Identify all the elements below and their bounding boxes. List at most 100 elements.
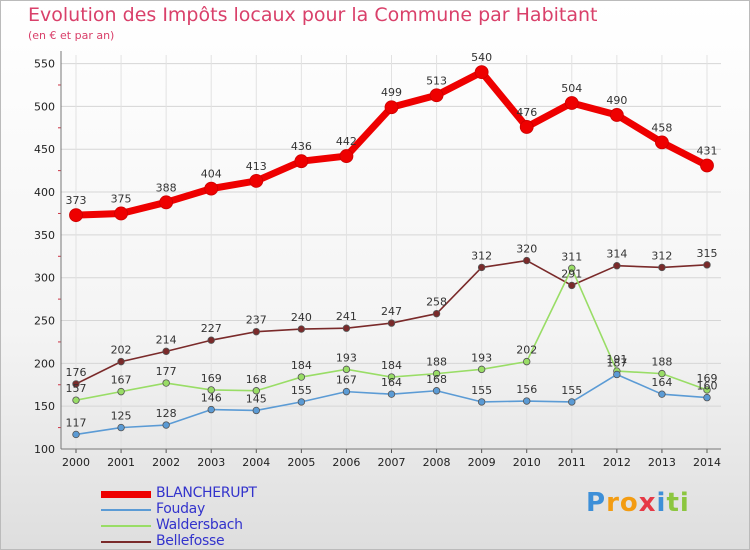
- point-bellefosse: [523, 256, 531, 265]
- data-label-fouday: 125: [111, 410, 132, 423]
- proxiti-logo: Proxiti: [586, 488, 690, 518]
- point-bellefosse: [432, 309, 441, 318]
- data-label-blancherupt: 436: [291, 140, 312, 153]
- logo-letter: i: [656, 488, 667, 518]
- point-fouday: [252, 406, 260, 415]
- data-label-waldersbach: 168: [246, 373, 267, 386]
- point-blancherupt: [339, 149, 354, 163]
- data-label-waldersbach: 167: [111, 374, 132, 387]
- data-label-waldersbach: 188: [651, 356, 672, 369]
- point-fouday: [432, 387, 441, 395]
- chart-title: Evolution des Impôts locaux pour la Comm…: [28, 4, 598, 26]
- x-tick-label: 2014: [693, 456, 721, 469]
- point-waldersbach: [703, 386, 711, 394]
- data-label-bellefosse: 320: [516, 243, 537, 256]
- x-tick-label: 2004: [242, 456, 270, 469]
- point-blancherupt: [474, 65, 489, 80]
- data-label-bellefosse: 214: [156, 333, 177, 346]
- point-bellefosse: [613, 262, 621, 270]
- legend-label: BLANCHERUPT: [156, 485, 257, 501]
- y-tick-label: 500: [34, 100, 55, 113]
- data-label-bellefosse: 202: [111, 344, 132, 357]
- data-label-waldersbach: 184: [381, 359, 402, 372]
- x-tick-label: 2011: [558, 456, 586, 469]
- data-label-blancherupt: 504: [561, 82, 582, 95]
- point-fouday: [117, 423, 125, 432]
- data-label-blancherupt: 373: [66, 194, 87, 207]
- point-fouday: [477, 398, 486, 406]
- y-tick-label: 400: [34, 186, 55, 199]
- point-blancherupt: [429, 88, 444, 103]
- logo-letter: r: [606, 488, 620, 518]
- y-tick-label: 350: [34, 229, 55, 242]
- point-fouday: [613, 370, 621, 379]
- legend-label: Fouday: [156, 501, 205, 517]
- y-tick-label: 300: [34, 272, 55, 285]
- data-labels: 176 202 214 227 237 240 241 247 258 312 320 291 314 3…: [66, 51, 718, 429]
- data-label-blancherupt: 404: [201, 168, 222, 181]
- x-tick-label: 2008: [423, 456, 451, 469]
- point-blancherupt: [519, 120, 534, 134]
- data-label-blancherupt: 513: [426, 74, 447, 87]
- data-label-fouday: 164: [651, 376, 672, 389]
- logo-letter: P: [586, 488, 607, 518]
- x-tick-label: 2000: [62, 456, 90, 469]
- data-label-fouday: 187: [606, 356, 627, 369]
- point-waldersbach: [162, 379, 170, 387]
- point-waldersbach: [207, 386, 215, 394]
- data-label-fouday: 128: [156, 407, 177, 420]
- point-fouday: [387, 390, 396, 398]
- point-fouday: [523, 397, 531, 405]
- logo-letter: i: [679, 488, 690, 518]
- x-tick-label: 2013: [648, 456, 676, 469]
- point-waldersbach: [117, 387, 125, 396]
- data-label-blancherupt: 476: [516, 106, 537, 119]
- data-label-waldersbach: 193: [471, 351, 492, 364]
- y-tick-label: 100: [34, 443, 55, 456]
- data-label-fouday: 145: [246, 392, 267, 405]
- x-tick-label: 2003: [197, 456, 225, 469]
- point-waldersbach: [297, 373, 306, 381]
- point-fouday: [207, 405, 215, 414]
- legend-swatch: [101, 525, 151, 527]
- y-tick-label: 550: [34, 58, 55, 71]
- data-label-waldersbach: 193: [336, 351, 357, 364]
- x-tick-label: 2005: [287, 456, 315, 469]
- data-label-bellefosse: 240: [291, 311, 312, 324]
- point-fouday: [342, 387, 351, 396]
- legend-swatch: [101, 509, 151, 511]
- data-label-waldersbach: 177: [156, 365, 177, 378]
- point-waldersbach: [252, 387, 260, 395]
- data-label-blancherupt: 499: [381, 86, 402, 99]
- y-tick-label: 250: [34, 315, 55, 328]
- logo-letter: t: [666, 488, 680, 518]
- data-label-blancherupt: 388: [156, 181, 177, 194]
- data-label-bellefosse: 227: [201, 322, 222, 335]
- data-label-fouday: 117: [66, 416, 87, 429]
- x-tick-label: 2007: [378, 456, 406, 469]
- point-fouday: [658, 390, 666, 398]
- point-bellefosse: [162, 347, 170, 356]
- data-label-bellefosse: 312: [651, 249, 672, 262]
- point-bellefosse: [117, 357, 125, 366]
- y-tick-label: 450: [34, 143, 55, 156]
- data-label-blancherupt: 413: [246, 160, 267, 173]
- point-bellefosse: [703, 261, 711, 269]
- point-bellefosse: [568, 281, 576, 290]
- data-label-blancherupt: 442: [336, 135, 357, 148]
- point-bellefosse: [297, 325, 306, 333]
- data-label-fouday: 146: [201, 392, 222, 405]
- point-bellefosse: [387, 319, 396, 327]
- point-waldersbach: [72, 396, 80, 404]
- x-tick-label: 2001: [107, 456, 135, 469]
- x-tick-label: 2009: [468, 456, 496, 469]
- point-fouday: [703, 393, 711, 402]
- point-blancherupt: [700, 158, 714, 173]
- point-blancherupt: [294, 154, 309, 169]
- data-label-blancherupt: 375: [111, 192, 132, 205]
- logo-letter: o: [619, 488, 639, 518]
- y-tick-label: 150: [34, 400, 55, 413]
- point-blancherupt: [249, 174, 264, 188]
- point-blancherupt: [609, 108, 624, 122]
